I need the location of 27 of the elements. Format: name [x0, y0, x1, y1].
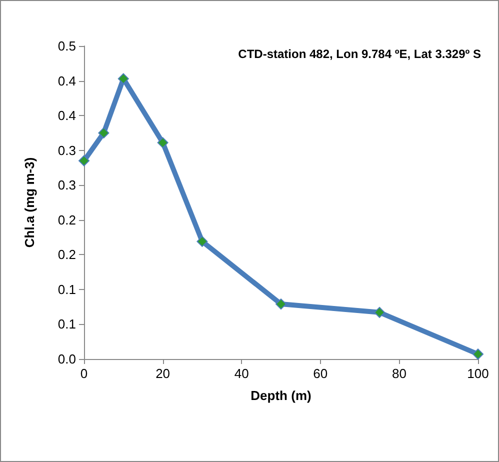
point [78, 155, 90, 166]
point [98, 127, 110, 138]
x-tick-label: 100 [467, 366, 489, 381]
y-tick-label: 0.4 [58, 73, 76, 88]
y-tick-label: 0.3 [58, 178, 76, 193]
x-tick-label: 20 [156, 366, 170, 381]
y-tick-label: 0.4 [58, 108, 76, 124]
x-tick-label: 60 [313, 366, 328, 381]
y-tick-label: 0.2 [58, 247, 76, 262]
point [472, 348, 484, 360]
x-tick-label: 80 [392, 366, 406, 381]
y-tick-label: 0.0 [58, 352, 76, 366]
x-tick-label: 0 [80, 366, 88, 381]
point [157, 137, 168, 148]
y-tick-label: 0.1 [58, 316, 76, 332]
y-tick-label: 0.2 [58, 212, 76, 228]
point [374, 306, 385, 318]
y-tick-label: 0.5 [58, 38, 76, 54]
y-axis-title: Chl.a (mg m-3) [22, 157, 37, 248]
chart-title: CTD-station 482, Lon 9.784 ºE, Lat 3.329º S [238, 47, 481, 61]
y-tick-label: 0.3 [58, 142, 76, 158]
x-tick-label: 40 [234, 366, 249, 381]
point [196, 236, 208, 247]
y-tick-label: 0.1 [58, 282, 76, 297]
point [276, 298, 286, 310]
point [118, 73, 129, 84]
x-axis-title: Depth (m) [250, 388, 312, 403]
